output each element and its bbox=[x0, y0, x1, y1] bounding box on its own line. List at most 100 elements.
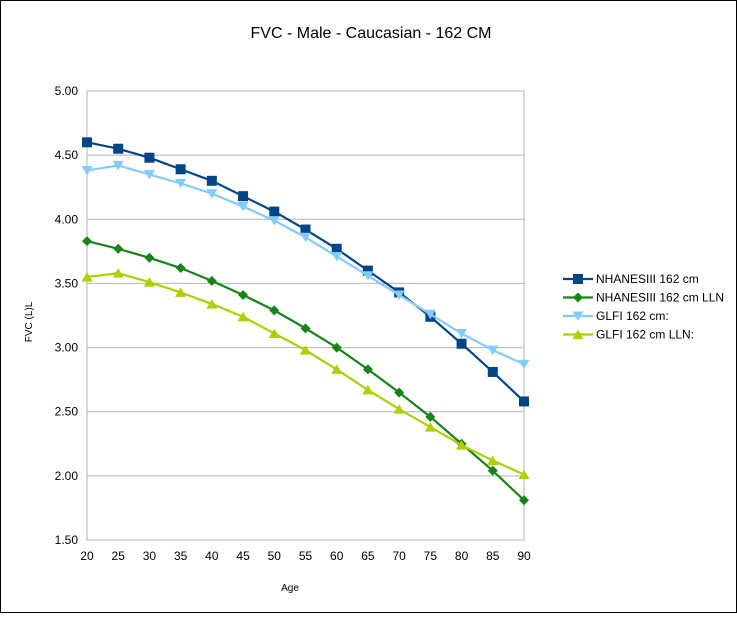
data-point bbox=[175, 287, 187, 297]
x-tick-label: 55 bbox=[299, 549, 313, 563]
data-point bbox=[300, 232, 311, 243]
data-point bbox=[237, 311, 249, 322]
data-point bbox=[82, 137, 92, 148]
x-tick-label: 70 bbox=[392, 549, 406, 563]
x-tick-label: 60 bbox=[330, 549, 344, 563]
series-line bbox=[86, 141, 525, 403]
legend-item: NHANESIII 162 cm bbox=[563, 272, 699, 286]
x-tick-label: 20 bbox=[80, 549, 94, 563]
data-point bbox=[112, 160, 124, 171]
data-point bbox=[519, 396, 529, 407]
data-point bbox=[331, 243, 342, 254]
data-point bbox=[519, 495, 529, 506]
series-line bbox=[86, 164, 525, 366]
data-point bbox=[81, 272, 93, 282]
data-point bbox=[424, 422, 436, 432]
data-point bbox=[238, 191, 249, 202]
data-point bbox=[144, 152, 155, 163]
series-layer bbox=[81, 137, 530, 506]
data-point bbox=[206, 189, 218, 199]
data-point bbox=[362, 364, 373, 375]
x-tick-label: 40 bbox=[205, 549, 219, 563]
data-point bbox=[300, 224, 311, 235]
legend-item: GLFI 162 cm: bbox=[563, 309, 669, 323]
data-point bbox=[237, 201, 249, 212]
y-tick-label: 3.00 bbox=[55, 341, 79, 355]
x-tick-label: 80 bbox=[455, 549, 469, 563]
data-point bbox=[82, 236, 92, 247]
legend-label: GLFI 162 cm LLN: bbox=[596, 328, 694, 342]
plot-area bbox=[86, 90, 525, 541]
series-2 bbox=[82, 236, 529, 506]
legend-swatch-marker bbox=[573, 292, 583, 303]
data-point bbox=[393, 404, 405, 414]
x-axis-ticks: 20 25 30 35 40 45 50 55 60 65 70 75 80 85 90 bbox=[80, 549, 531, 563]
gridlines bbox=[87, 90, 524, 541]
x-tick-label: 90 bbox=[517, 549, 531, 563]
data-point bbox=[518, 469, 530, 480]
data-point bbox=[269, 305, 280, 316]
data-point bbox=[81, 166, 93, 176]
data-point bbox=[394, 387, 405, 398]
y-tick-label: 4.00 bbox=[55, 212, 79, 226]
x-tick-label: 35 bbox=[174, 549, 188, 563]
data-point bbox=[331, 364, 343, 374]
data-point bbox=[143, 277, 155, 287]
x-tick-label: 85 bbox=[486, 549, 500, 563]
legend-swatch-marker bbox=[573, 274, 583, 284]
data-point bbox=[487, 455, 499, 465]
y-tick-label: 4.50 bbox=[55, 148, 79, 162]
data-point bbox=[269, 206, 280, 217]
series-4 bbox=[81, 268, 530, 480]
data-point bbox=[424, 309, 436, 320]
x-tick-label: 30 bbox=[143, 549, 157, 563]
data-point bbox=[113, 143, 124, 154]
series-3 bbox=[81, 160, 530, 370]
legend-swatch-marker bbox=[572, 311, 584, 321]
data-point bbox=[300, 323, 311, 334]
y-tick-label: 2.50 bbox=[55, 405, 79, 419]
data-point bbox=[206, 275, 217, 286]
data-point bbox=[362, 265, 373, 276]
data-point bbox=[425, 411, 436, 422]
data-point bbox=[144, 252, 155, 263]
y-axis-label: FVC (L)L bbox=[24, 301, 35, 342]
data-point bbox=[456, 328, 468, 339]
y-tick-label: 2.00 bbox=[55, 469, 79, 483]
x-tick-label: 65 bbox=[361, 549, 375, 563]
data-point bbox=[393, 290, 405, 300]
data-point bbox=[113, 243, 124, 254]
data-point bbox=[300, 345, 311, 355]
legend-label: NHANESIII 162 cm bbox=[596, 272, 699, 286]
legend-label: NHANESIII 162 cm LLN bbox=[596, 291, 724, 305]
chart-title: FVC - Male - Caucasian - 162 CM bbox=[251, 25, 492, 42]
y-axis-ticks: 1.50 2.00 2.50 3.00 3.50 4.00 4.50 5.00 bbox=[55, 84, 79, 547]
series-line bbox=[86, 240, 525, 502]
data-point bbox=[175, 263, 186, 274]
data-point bbox=[206, 298, 218, 309]
data-point bbox=[487, 366, 498, 377]
data-point bbox=[331, 251, 343, 262]
legend-item: NHANESIII 162 cm LLN bbox=[563, 291, 724, 305]
data-point bbox=[518, 359, 530, 370]
data-point bbox=[487, 465, 498, 476]
data-point bbox=[143, 169, 155, 180]
data-point bbox=[362, 271, 374, 281]
data-point bbox=[331, 342, 342, 353]
x-tick-label: 45 bbox=[236, 549, 250, 563]
data-point bbox=[456, 440, 468, 450]
data-point bbox=[362, 384, 374, 395]
data-point bbox=[175, 178, 187, 189]
legend-swatch-marker bbox=[572, 329, 584, 339]
data-point bbox=[175, 164, 186, 175]
y-tick-label: 3.50 bbox=[55, 276, 79, 290]
y-tick-label: 1.50 bbox=[55, 533, 79, 547]
data-point bbox=[268, 216, 280, 226]
x-tick-label: 50 bbox=[268, 549, 282, 563]
x-axis-label: Age bbox=[281, 583, 299, 594]
x-tick-label: 75 bbox=[424, 549, 438, 563]
data-point bbox=[268, 328, 280, 338]
legend-label: GLFI 162 cm: bbox=[596, 309, 669, 323]
